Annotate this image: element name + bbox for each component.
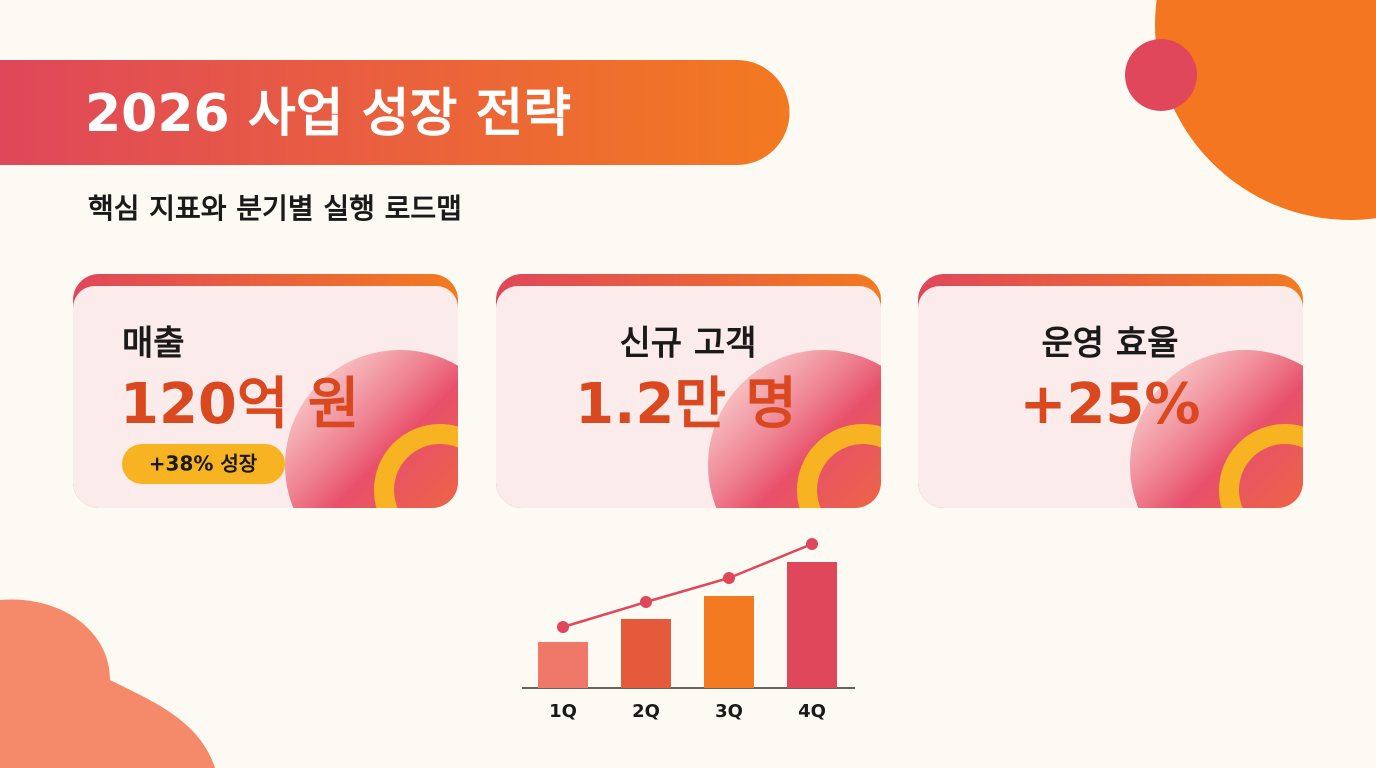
- trend-point: [640, 596, 652, 608]
- bar: [704, 596, 754, 688]
- x-tick-label: 3Q: [715, 701, 743, 722]
- deco-blob: [0, 599, 215, 768]
- title-banner: [0, 60, 790, 165]
- trend-line: [562, 542, 813, 629]
- card: [73, 274, 458, 508]
- card-ring: [797, 424, 881, 508]
- x-tick-label: 4Q: [798, 701, 826, 722]
- bar: [538, 642, 588, 688]
- subtitle: 핵심 지표와 분기별 실행 로드맵: [88, 192, 462, 225]
- card-label: 운영 효율: [1042, 324, 1179, 364]
- bar: [621, 619, 671, 688]
- title: 2026 사업 성장 전략: [85, 84, 571, 144]
- trend-point: [723, 572, 735, 584]
- card: [918, 274, 1303, 508]
- card-value: 1.2만 명: [575, 372, 797, 437]
- deco-circle: [1155, 0, 1376, 220]
- badge-text: +38% 성장: [149, 452, 258, 476]
- card-ring: [374, 424, 458, 508]
- card-ring: [1219, 424, 1303, 508]
- chart: 1Q 2Q 3Q 4Q: [522, 538, 855, 722]
- deco-dot: [1125, 39, 1197, 111]
- card-value: +25%: [1020, 372, 1201, 437]
- card: [496, 274, 881, 508]
- card-value: 120억 원: [120, 372, 359, 437]
- card-label: 신규 고객: [620, 324, 757, 364]
- badge: [122, 444, 285, 484]
- card-label: 매출: [122, 324, 185, 364]
- x-tick-label: 2Q: [632, 701, 660, 722]
- trend-point: [557, 621, 569, 633]
- bar: [787, 562, 837, 688]
- x-tick-label: 1Q: [549, 701, 577, 722]
- trend-point: [806, 538, 818, 550]
